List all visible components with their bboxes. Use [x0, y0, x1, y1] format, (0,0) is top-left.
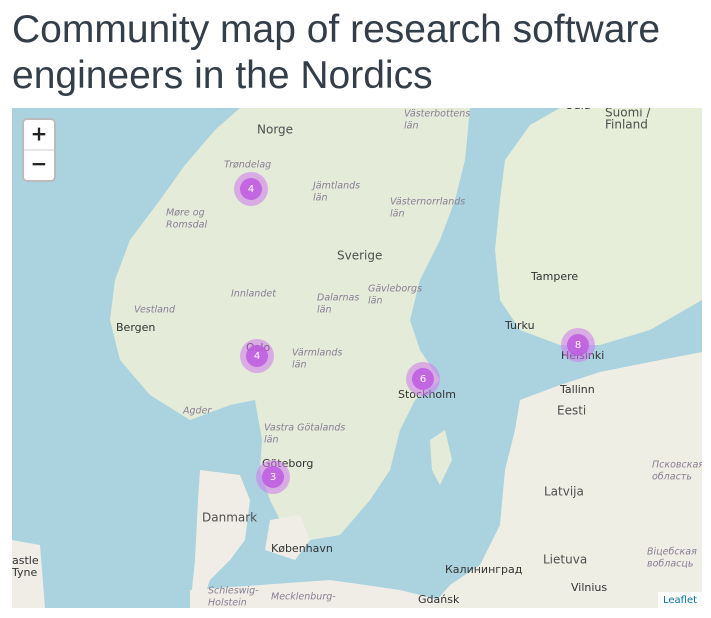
- land: [430, 352, 702, 608]
- map-label: Suomi /: [605, 106, 651, 120]
- map-label: Finland: [605, 118, 648, 132]
- land: [265, 515, 310, 560]
- map-label: вобласць: [647, 559, 693, 570]
- cluster-core[interactable]: [262, 466, 284, 488]
- cluster-core[interactable]: [567, 334, 589, 356]
- cluster-count[interactable]: 3: [270, 472, 276, 483]
- cluster-count[interactable]: 4: [254, 351, 260, 362]
- map-label: Lietuva: [543, 553, 587, 567]
- map-label: Vestland: [134, 305, 176, 316]
- map-label: Turku: [504, 319, 535, 332]
- map-label: Norge: [257, 123, 293, 137]
- page-title: engineers in the Nordics: [12, 54, 433, 97]
- map-label: Jämtlands: [311, 181, 360, 192]
- map-label: Tallinn: [559, 383, 595, 396]
- map-label: область: [652, 472, 692, 483]
- map-label: Agder: [182, 406, 212, 417]
- cluster-count[interactable]: 8: [575, 340, 581, 351]
- map-label: Holstein: [208, 598, 247, 609]
- map-label: län: [317, 305, 331, 316]
- cluster-core[interactable]: [412, 368, 434, 390]
- map-label: Tyne: [11, 566, 37, 579]
- map-label: Värmlands: [292, 348, 342, 359]
- land: [495, 108, 702, 345]
- map-label: Dalarnas: [317, 293, 359, 304]
- map-label: Gdańsk: [418, 593, 460, 606]
- map-label: län: [313, 193, 327, 204]
- map-label: Vastra Götalands: [264, 423, 345, 434]
- map-label: Tampere: [530, 270, 578, 283]
- map-label: Псковская: [652, 460, 704, 471]
- map-label: Eesti: [557, 404, 586, 418]
- map-label: Trøndelag: [224, 160, 271, 171]
- map-label: Віцебская: [647, 547, 697, 558]
- cluster-count[interactable]: 4: [248, 184, 254, 195]
- map-label: län: [404, 121, 418, 132]
- map-label: Romsdal: [166, 220, 207, 231]
- map-label: Danmark: [202, 511, 257, 525]
- map-label: Møre og: [166, 208, 205, 219]
- map-label: Mecklenburg-: [271, 592, 336, 603]
- map-label: Vilnius: [571, 581, 607, 594]
- map-label: Калининград: [445, 563, 523, 576]
- map-label: Innlandet: [231, 289, 277, 300]
- attribution[interactable]: Leaflet: [663, 595, 697, 606]
- map-label: län: [264, 435, 278, 446]
- attribution-bg: [658, 592, 702, 608]
- cluster-count[interactable]: 6: [420, 374, 426, 385]
- land: [190, 580, 440, 608]
- cluster-core[interactable]: [246, 345, 268, 367]
- map-label: län: [368, 296, 382, 307]
- map-label: Sverige: [337, 249, 382, 263]
- land: [190, 470, 250, 608]
- map-label: län: [390, 209, 404, 220]
- map-label: Gävleborgs: [368, 284, 422, 295]
- map-label: Västernorrlands: [390, 197, 465, 208]
- land: [12, 540, 45, 608]
- land: [110, 108, 470, 540]
- map-label: Bergen: [116, 321, 155, 334]
- zoom-out[interactable]: −: [31, 152, 48, 176]
- land: [430, 430, 452, 485]
- zoom-in[interactable]: +: [31, 122, 48, 146]
- map-label: Latvija: [544, 485, 584, 499]
- map-label: København: [271, 542, 333, 555]
- map-label: Schleswig-: [208, 586, 259, 597]
- cluster-core[interactable]: [240, 178, 262, 200]
- map-label: Oulu: [565, 99, 591, 112]
- map-label: astle: [12, 554, 39, 567]
- map-label: Västerbottens: [404, 109, 470, 120]
- page-title: Community map of research software: [12, 8, 660, 51]
- map-label: län: [292, 360, 306, 371]
